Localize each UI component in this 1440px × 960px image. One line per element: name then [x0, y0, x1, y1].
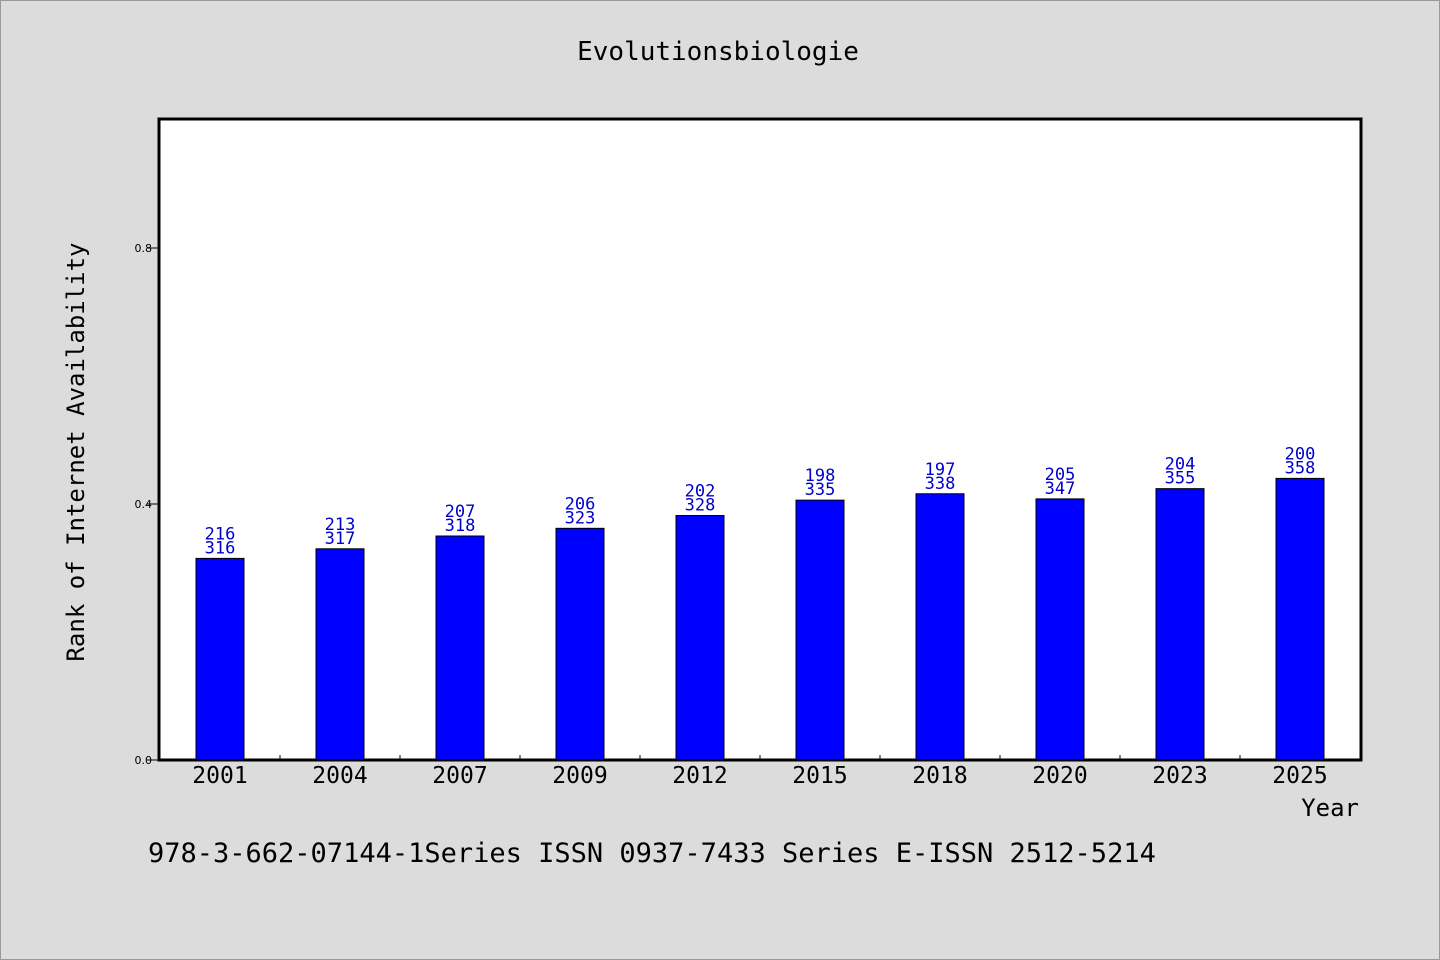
- bars: [195, 477, 1325, 761]
- data-label-top: 205: [1045, 465, 1076, 485]
- y-tick-label: 0.8: [135, 242, 153, 255]
- data-label-top: 216: [205, 524, 236, 544]
- data-labels: 2163162133172073182063232023281983351973…: [205, 444, 1316, 558]
- x-axis-label: Year: [1301, 794, 1359, 822]
- bar: [675, 515, 725, 761]
- x-tick-label: 2018: [912, 763, 967, 789]
- data-label-top: 206: [565, 494, 596, 514]
- footer-isbn-text: 978-3-662-07144-1Series ISSN 0937-7433 S…: [148, 838, 1156, 869]
- bar: [1155, 488, 1205, 761]
- data-label-bottom: 338: [925, 474, 956, 494]
- bar: [315, 548, 365, 761]
- data-label-bottom: 347: [1045, 479, 1076, 499]
- data-label-top: 213: [325, 515, 356, 535]
- data-label-bottom: 355: [1165, 469, 1196, 489]
- data-label-top: 198: [805, 466, 836, 486]
- x-tick-label: 2001: [192, 763, 247, 789]
- x-tick-label: 2004: [312, 763, 367, 789]
- data-label-top: 202: [685, 482, 716, 502]
- data-label-bottom: 328: [685, 496, 716, 516]
- x-axis: 2001 2004 2007 2009 2012 2015 2018 2020 2023 2025: [192, 755, 1328, 789]
- data-label-top: 197: [925, 460, 956, 480]
- x-tick-label: 2015: [792, 763, 847, 789]
- data-label-top: 200: [1285, 444, 1316, 464]
- data-label-bottom: 317: [325, 529, 356, 549]
- bar: [195, 557, 245, 761]
- x-tick-label: 2009: [552, 763, 607, 789]
- bar: [1035, 498, 1085, 761]
- bar: [435, 535, 485, 761]
- bar: [1275, 477, 1325, 761]
- x-tick-label: 2025: [1272, 763, 1327, 789]
- x-tick-label: 2012: [672, 763, 727, 789]
- chart-title: Evolutionsbiologie: [577, 37, 859, 67]
- data-label-bottom: 335: [805, 480, 836, 500]
- x-tick-label: 2020: [1032, 763, 1087, 789]
- data-label-top: 207: [445, 502, 476, 522]
- y-axis: 0.0 0.4 0.8: [135, 242, 159, 767]
- data-label-bottom: 318: [445, 516, 476, 536]
- y-tick-label: 0.0: [135, 754, 153, 767]
- bar: [555, 527, 605, 761]
- y-tick-label: 0.4: [135, 498, 153, 511]
- y-axis-label: Rank of Internet Availability: [62, 242, 90, 661]
- x-tick-label: 2023: [1152, 763, 1207, 789]
- x-tick-label: 2007: [432, 763, 487, 789]
- bar: [795, 499, 845, 761]
- data-label-top: 204: [1165, 455, 1196, 475]
- data-label-bottom: 323: [565, 508, 596, 528]
- bar: [915, 493, 965, 761]
- data-label-bottom: 358: [1285, 458, 1316, 478]
- data-label-bottom: 316: [205, 538, 236, 558]
